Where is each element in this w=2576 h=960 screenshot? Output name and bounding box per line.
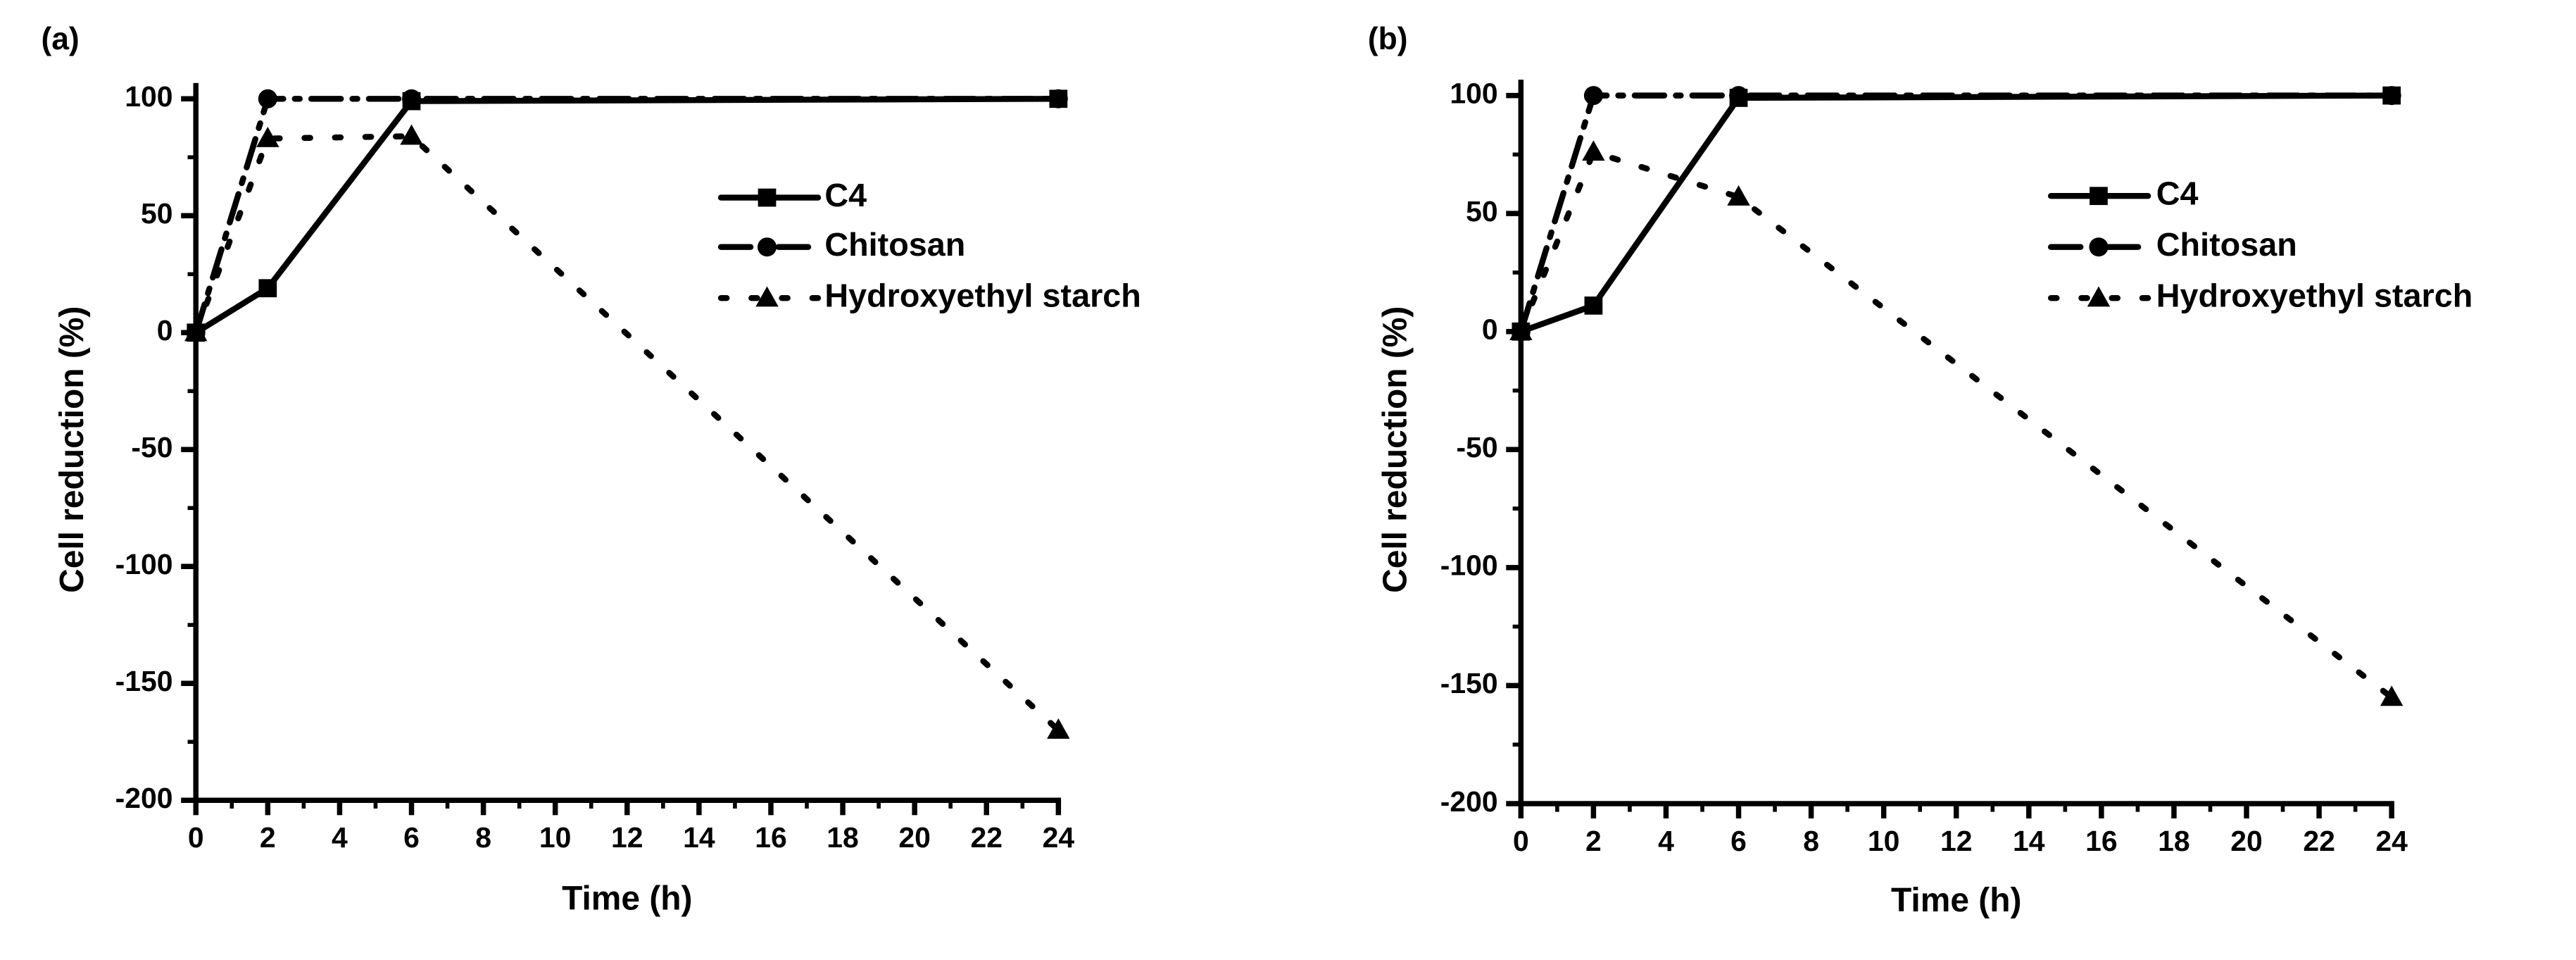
y-tick-label: -100	[115, 548, 173, 580]
legend-marker-triangle	[2087, 286, 2111, 307]
x-tick-label: 22	[970, 821, 1003, 854]
y-tick-label: 0	[1482, 313, 1498, 346]
legend-marker-circle	[2089, 237, 2109, 257]
x-tick-label: 24	[2375, 825, 2408, 857]
data-point-hydroxyethyl-starch	[1727, 185, 1750, 206]
legend-label: C4	[2156, 175, 2199, 212]
y-tick-label: -50	[1456, 431, 1497, 463]
legend-label: Hydroxyethyl starch	[824, 278, 1141, 314]
x-tick-label: 10	[539, 821, 572, 854]
x-tick-label: 6	[403, 821, 420, 854]
data-point-chitosan	[1048, 89, 1068, 108]
legend-label: Hydroxyethyl starch	[2156, 278, 2473, 314]
data-point-hydroxyethyl-starch	[2380, 685, 2404, 706]
x-tick-label: 16	[755, 821, 787, 854]
y-tick-label: -150	[1440, 667, 1498, 699]
x-tick-label: 22	[2303, 825, 2335, 857]
y-axis-label: Cell reduction (%)	[54, 306, 91, 593]
data-point-hydroxyethyl-starch	[1509, 319, 1533, 340]
y-tick-label: -100	[1440, 549, 1498, 582]
y-tick-label: -150	[115, 665, 173, 697]
x-tick-label: 24	[1043, 821, 1075, 854]
panel-label: (a)	[41, 22, 79, 56]
x-tick-label: 0	[188, 821, 204, 854]
y-tick-label: 50	[1466, 195, 1498, 227]
legend-label: C4	[824, 177, 867, 213]
x-tick-label: 4	[332, 821, 348, 854]
data-point-hydroxyethyl-starch	[1047, 718, 1070, 739]
data-point-hydroxyethyl-starch	[1582, 140, 1605, 161]
y-tick-label: -50	[131, 431, 172, 463]
data-point-chitosan	[1583, 86, 1603, 106]
data-point-c4	[1584, 296, 1603, 315]
legend-marker-triangle	[755, 286, 779, 307]
legend-label: Chitosan	[824, 226, 965, 263]
data-point-chitosan	[402, 89, 422, 108]
x-tick-label: 8	[1803, 825, 1819, 857]
x-tick-label: 6	[1730, 825, 1747, 857]
x-tick-label: 4	[1658, 825, 1674, 857]
series-line-hydroxyethyl-starch	[193, 133, 1062, 733]
x-tick-label: 8	[475, 821, 491, 854]
data-point-hydroxyethyl-starch	[184, 320, 208, 342]
data-point-hydroxyethyl-starch	[400, 124, 423, 145]
legend-marker-square	[2090, 187, 2108, 206]
y-tick-label: -200	[115, 782, 173, 814]
y-tick-label: 0	[157, 314, 173, 347]
x-tick-label: 12	[1940, 825, 1973, 857]
series-line-chitosan	[193, 96, 1062, 336]
legend-marker-square	[758, 188, 777, 207]
x-tick-label: 18	[827, 821, 859, 854]
x-tick-label: 2	[1585, 825, 1602, 857]
x-tick-label: 10	[1868, 825, 1900, 857]
x-tick-label: 18	[2158, 825, 2190, 857]
data-point-chitosan	[1729, 86, 1749, 106]
x-axis-label: Time (h)	[562, 880, 692, 918]
x-tick-label: 16	[2085, 825, 2118, 857]
data-point-chitosan	[258, 89, 277, 108]
x-tick-label: 2	[260, 821, 276, 854]
x-tick-label: 12	[611, 821, 643, 854]
legend-marker-circle	[758, 237, 777, 257]
y-tick-label: 100	[125, 80, 172, 113]
y-tick-label: 50	[141, 197, 173, 230]
panel-label: (b)	[1368, 22, 1408, 56]
legend-label: Chitosan	[2156, 226, 2297, 263]
series-line-chitosan	[1518, 92, 2395, 335]
y-tick-label: 100	[1450, 77, 1497, 109]
y-tick-label: -200	[1440, 785, 1498, 818]
x-tick-label: 20	[898, 821, 931, 854]
data-point-c4	[258, 279, 277, 298]
y-axis-label: Cell reduction (%)	[1377, 306, 1414, 593]
x-tick-label: 0	[1513, 825, 1529, 857]
x-tick-label: 14	[683, 821, 715, 854]
x-axis-label: Time (h)	[1891, 882, 2021, 919]
series-line-hydroxyethyl-starch	[1518, 149, 2395, 701]
x-tick-label: 14	[2013, 825, 2045, 857]
data-point-chitosan	[2382, 86, 2401, 106]
data-point-hydroxyethyl-starch	[256, 126, 279, 147]
x-tick-label: 20	[2230, 825, 2263, 857]
